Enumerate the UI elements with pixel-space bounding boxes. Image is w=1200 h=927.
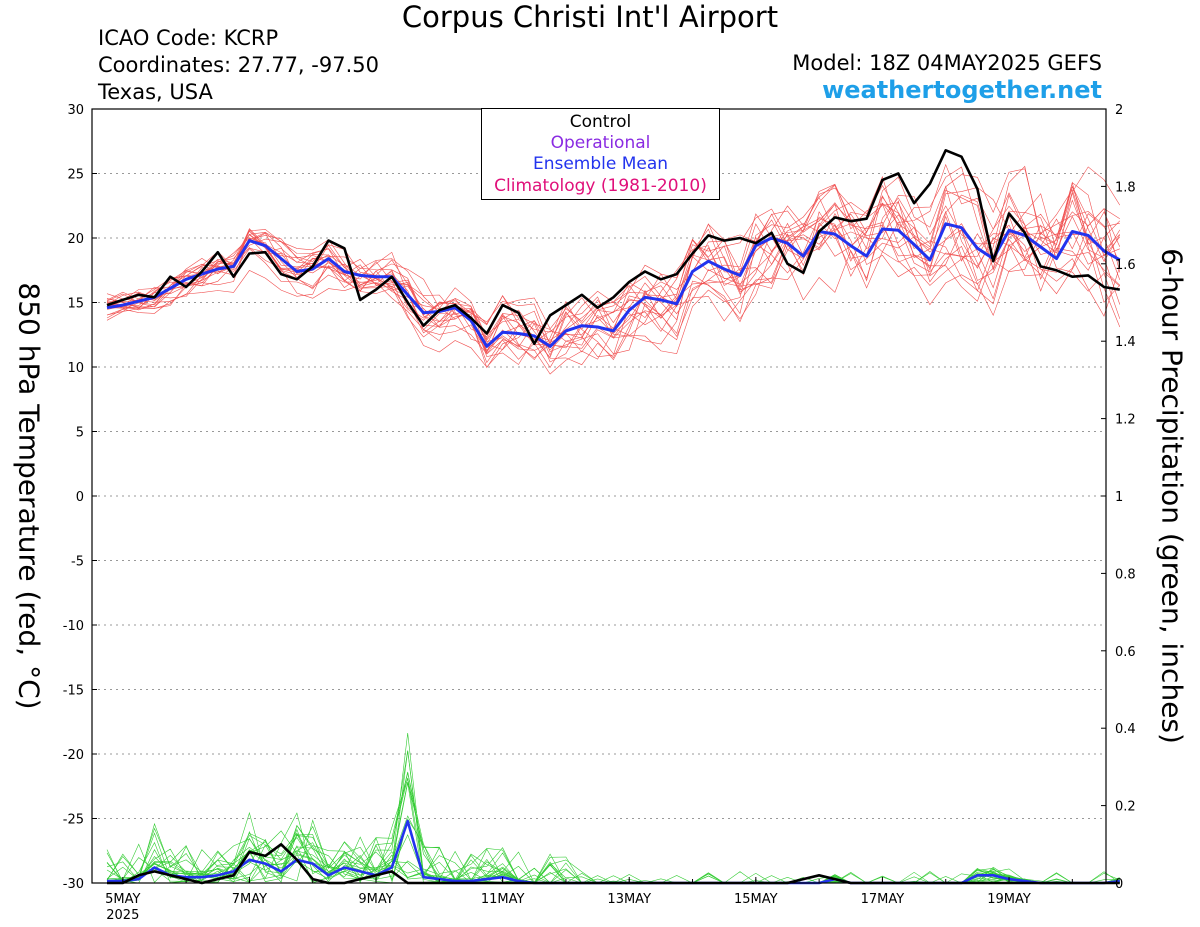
y-axis-label-left: 850 hPa Temperature (red, °C) <box>12 282 46 710</box>
temperature-member-line <box>106 185 1121 351</box>
y-right-tick-label: 0 <box>1115 877 1123 892</box>
y-left-tick-label: 15 <box>67 297 84 312</box>
x-tick-label: 15MAY <box>734 892 778 907</box>
y-right-tick-label: 2 <box>1115 103 1123 118</box>
y-right-tick-label: 1.8 <box>1115 180 1136 195</box>
region: Texas, USA <box>98 80 213 104</box>
precipitation-ensemble-members <box>106 732 1120 884</box>
temperature-member-line <box>106 203 1120 341</box>
legend-operational: Operational <box>550 133 651 153</box>
y-left-tick-label: -25 <box>63 813 84 828</box>
temperature-member-line <box>106 194 1121 341</box>
y-left-tick-label: 10 <box>67 361 84 376</box>
legend: Control Operational Ensemble Mean Climat… <box>481 108 720 200</box>
x-tick-label: 5MAY <box>105 892 140 907</box>
y-right-tick-label: 0.2 <box>1115 800 1136 815</box>
y-left-tick-label: 0 <box>76 490 84 505</box>
y-left-tick-label: 30 <box>67 103 84 118</box>
y-right-tick-label: 1.6 <box>1115 258 1136 273</box>
x-tick-label: 9MAY <box>358 892 393 907</box>
y-left-tick-label: -30 <box>63 877 84 892</box>
temperature-member-line <box>106 182 1121 361</box>
temperature-member-line <box>106 184 1121 375</box>
temperature-member-line <box>106 185 1121 363</box>
legend-control: Control <box>569 112 632 132</box>
temperature-member-line <box>106 197 1120 349</box>
model-label: Model: 18Z 04MAY2025 GEFS <box>792 51 1102 75</box>
y-right-tick-label: 0.8 <box>1115 567 1136 582</box>
precipitation-member-line <box>106 772 1120 884</box>
precipitation-member-line <box>106 771 1120 884</box>
temperature-member-line <box>106 166 1121 368</box>
axis-ticks: 302520151050-5-10-15-20-25-3021.81.61.41… <box>63 103 1136 923</box>
temperature-member-line <box>106 202 1121 365</box>
y-axis-label-right: 6-hour Precipitation (green, inches) <box>1155 248 1189 744</box>
y-left-tick-label: -5 <box>71 555 84 570</box>
legend-climatology: Climatology (1981-2010) <box>494 176 707 196</box>
y-left-tick-label: 20 <box>67 232 84 247</box>
y-left-tick-label: -10 <box>63 619 84 634</box>
x-tick-label: 11MAY <box>481 892 525 907</box>
precipitation-member-line <box>106 818 1120 884</box>
y-right-tick-label: 1 <box>1115 490 1123 505</box>
chart-title: Corpus Christi Int'l Airport <box>401 0 779 34</box>
y-right-tick-label: 1.4 <box>1115 335 1136 350</box>
legend-ensemble-mean: Ensemble Mean <box>532 154 669 174</box>
y-left-tick-label: -15 <box>63 684 84 699</box>
temperature-member-line <box>106 189 1121 354</box>
icao-code: ICAO Code: KCRP <box>98 26 279 50</box>
y-left-tick-label: 25 <box>67 168 84 183</box>
coordinates: Coordinates: 27.77, -97.50 <box>98 53 379 77</box>
x-tick-label: 13MAY <box>607 892 651 907</box>
temperature-member-line <box>106 196 1121 368</box>
temperature-member-line <box>106 168 1121 353</box>
y-left-tick-label: -20 <box>63 748 84 763</box>
x-tick-label: 7MAY <box>232 892 267 907</box>
x-tick-year-label: 2025 <box>106 908 139 923</box>
temperature-member-line <box>106 194 1120 355</box>
precipitation-member-line <box>106 732 1120 884</box>
y-right-tick-label: 0.6 <box>1115 645 1136 660</box>
y-right-tick-label: 0.4 <box>1115 722 1136 737</box>
y-right-tick-label: 1.2 <box>1115 413 1136 428</box>
y-left-tick-label: 5 <box>76 426 84 441</box>
grid-lines <box>92 173 1106 819</box>
website-link[interactable]: weathertogether.net <box>822 76 1102 104</box>
precipitation-member-line <box>106 777 1120 884</box>
x-tick-label: 19MAY <box>987 892 1031 907</box>
temperature-ensemble-mean-line <box>106 222 1121 348</box>
temperature-control-line <box>106 149 1121 346</box>
x-tick-label: 17MAY <box>861 892 905 907</box>
